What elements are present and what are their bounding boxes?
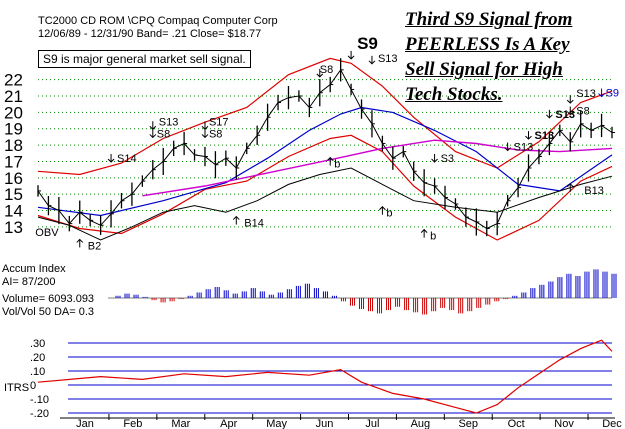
signal-label: S13 (576, 88, 596, 100)
month-tick-label: Nov (554, 418, 574, 429)
signal-label: S9 (606, 88, 619, 100)
signal-arrow-head (76, 238, 84, 243)
month-tick-label: Apr (220, 418, 237, 429)
lower-band-line (37, 134, 613, 241)
price-tick-label: 22 (4, 71, 23, 90)
ticker-line: TC2000 CD ROM \CPQ Compaq Computer Corp (38, 15, 278, 27)
signal-label: S3 (441, 153, 454, 165)
signal-label: S9 (357, 34, 378, 53)
month-axis: Jan Feb Mar Apr May Jun Jul Aug Sep Oct Nov Dec (60, 414, 622, 429)
volume-value: Volume= 6093.093 (2, 293, 95, 305)
signal-arrow-head (379, 206, 386, 211)
month-tick-label: May (266, 418, 287, 429)
price-tick-label: 20 (4, 103, 23, 122)
itrs-tick-label: .10 (30, 366, 45, 378)
price-tick-label: 19 (4, 120, 23, 139)
signal-arrow-head (201, 134, 209, 139)
signal-label: b (334, 159, 340, 171)
signal-label: S13 (555, 109, 575, 121)
month-tick-label: Jun (316, 418, 334, 429)
month-tick-label: Jul (365, 418, 379, 429)
signal-arrow-head (232, 215, 240, 220)
signal-arrow-head (566, 183, 574, 188)
signal-label: S8 (157, 128, 170, 140)
month-tick-label: Feb (123, 418, 142, 429)
signal-label: S17 (209, 116, 229, 128)
accum-index-title: Accum Index (2, 263, 66, 275)
signal-label: S13 (535, 130, 555, 142)
itrs-tick-label: -.20 (30, 408, 49, 420)
date-range-line: 12/06/89 - 12/31/90 Band= .21 Close= $18… (38, 28, 262, 40)
signal-arrow-head (201, 125, 209, 130)
price-tick-label: 17 (4, 152, 23, 171)
itrs-panel: .30 .20 .10 0 -.10 -.20 (30, 338, 613, 420)
signal-label: B2 (88, 240, 101, 252)
signal-label: S13 (514, 142, 534, 154)
signal-arrow-head (149, 125, 157, 130)
signal-label: B13 (584, 185, 604, 197)
signal-arrow-head (420, 228, 428, 233)
signal-label: S14 (117, 153, 137, 165)
signal-arrow-head (431, 158, 438, 163)
signal-label: S8 (320, 64, 333, 76)
price-tick-label: 18 (4, 136, 23, 155)
price-series: OBV (35, 57, 615, 241)
signal-arrow-head (326, 156, 334, 161)
price-tick-label: 15 (4, 185, 23, 204)
signal-arrow-head (566, 99, 574, 104)
signal-label: S8 (576, 106, 589, 118)
ai-value: AI= 87/200 (2, 276, 56, 288)
callout-line-4: Tech Stocks. (405, 84, 503, 105)
signal-arrow-head (149, 134, 157, 139)
signal-label: B14 (244, 218, 264, 230)
itrs-tick-label: 0 (30, 380, 36, 392)
signal-arrow-head (566, 111, 574, 116)
obv-label: OBV (35, 227, 59, 239)
moving-average-blue-line (37, 106, 613, 217)
month-tick-label: Sep (458, 418, 478, 429)
month-tick-label: Dec (602, 418, 622, 429)
signal-label: b (430, 231, 436, 243)
signal-arrow-head (347, 55, 355, 60)
price-tick-label: 16 (4, 169, 23, 188)
itrs-tick-label: .30 (30, 338, 45, 350)
signal-arrow-head (598, 93, 605, 98)
month-tick-label: Jan (76, 418, 94, 429)
signal-arrow-head (368, 60, 376, 65)
callout-line-1: Third S9 Signal from (405, 9, 573, 30)
callout-line-2: PEERLESS Is A Key (405, 34, 570, 55)
vol-vol-value: Vol/Vol 50 DA= 0.3 (2, 306, 95, 318)
itrs-line (37, 339, 613, 414)
obv-line (37, 167, 613, 241)
signal-arrow-head (504, 147, 511, 152)
month-tick-label: Aug (411, 418, 431, 429)
signal-arrow-head (525, 135, 532, 140)
signal-label: S8 (209, 128, 222, 140)
signal-arrow-head (107, 158, 115, 163)
price-tick-label: 21 (4, 87, 23, 106)
itrs-tick-label: .20 (30, 352, 45, 364)
price-tick-label: 13 (4, 218, 23, 237)
month-tick-label: Mar (171, 418, 190, 429)
itrs-label: ITRS (4, 382, 30, 394)
itrs-tick-label: -.10 (30, 394, 49, 406)
callout-line-3: Sell Signal for High (405, 59, 563, 80)
month-tick-label: Oct (508, 418, 525, 429)
s9-note-box: S9 is major general market sell signal. (38, 50, 251, 68)
signal-label: S13 (159, 116, 179, 128)
accum-index-histogram (108, 269, 617, 315)
signal-label: S13 (378, 53, 398, 65)
signal-arrow-head (546, 114, 553, 119)
price-tick-label: 14 (4, 202, 23, 221)
price-close-line (37, 68, 613, 230)
signal-label: b (386, 208, 392, 220)
signal-arrow-head (316, 73, 324, 78)
